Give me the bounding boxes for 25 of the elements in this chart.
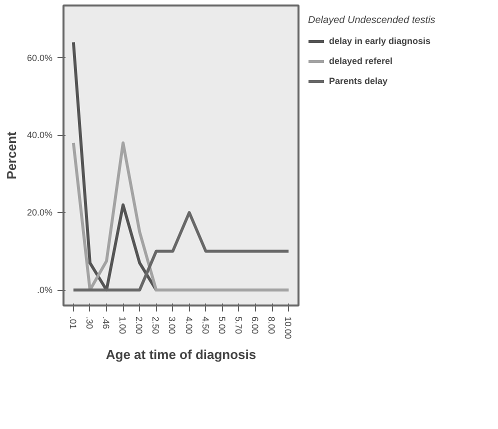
x-tick-label: .46 bbox=[101, 316, 112, 330]
y-tick-label: 40.0% bbox=[26, 130, 53, 140]
x-tick-label: 5.00 bbox=[216, 316, 227, 334]
y-tick-label: 60.0% bbox=[26, 52, 53, 63]
line-series bbox=[72, 141, 290, 292]
y-tick-label: 20.0% bbox=[26, 208, 53, 218]
y-axis-title: Percent bbox=[4, 130, 19, 180]
legend-label: delay in early diagnosis bbox=[329, 36, 431, 46]
legend-label: Parents delay bbox=[329, 76, 388, 86]
x-tick-label: 1.00 bbox=[118, 316, 128, 334]
x-axis-title: Age at time of diagnosis bbox=[106, 347, 256, 362]
legend-label: delayed referel bbox=[329, 56, 393, 66]
x-tick-label: 2.50 bbox=[150, 316, 161, 334]
x-tick-label: 5.70 bbox=[233, 316, 244, 334]
x-tick-label: .01 bbox=[68, 316, 78, 330]
x-tick-label: 8.00 bbox=[266, 316, 277, 334]
x-tick-label: 2.00 bbox=[134, 316, 144, 334]
x-tick-label: 10.00 bbox=[283, 316, 294, 340]
y-tick-label: .0% bbox=[36, 285, 53, 296]
x-tick-label: 4.00 bbox=[184, 316, 194, 334]
legend-title: Delayed Undescended testis bbox=[308, 15, 436, 26]
x-tick-label: .30 bbox=[84, 316, 94, 330]
x-tick-label: 3.00 bbox=[167, 316, 178, 334]
x-tick-label: 6.00 bbox=[250, 316, 260, 334]
x-tick-label: 4.50 bbox=[200, 316, 210, 334]
